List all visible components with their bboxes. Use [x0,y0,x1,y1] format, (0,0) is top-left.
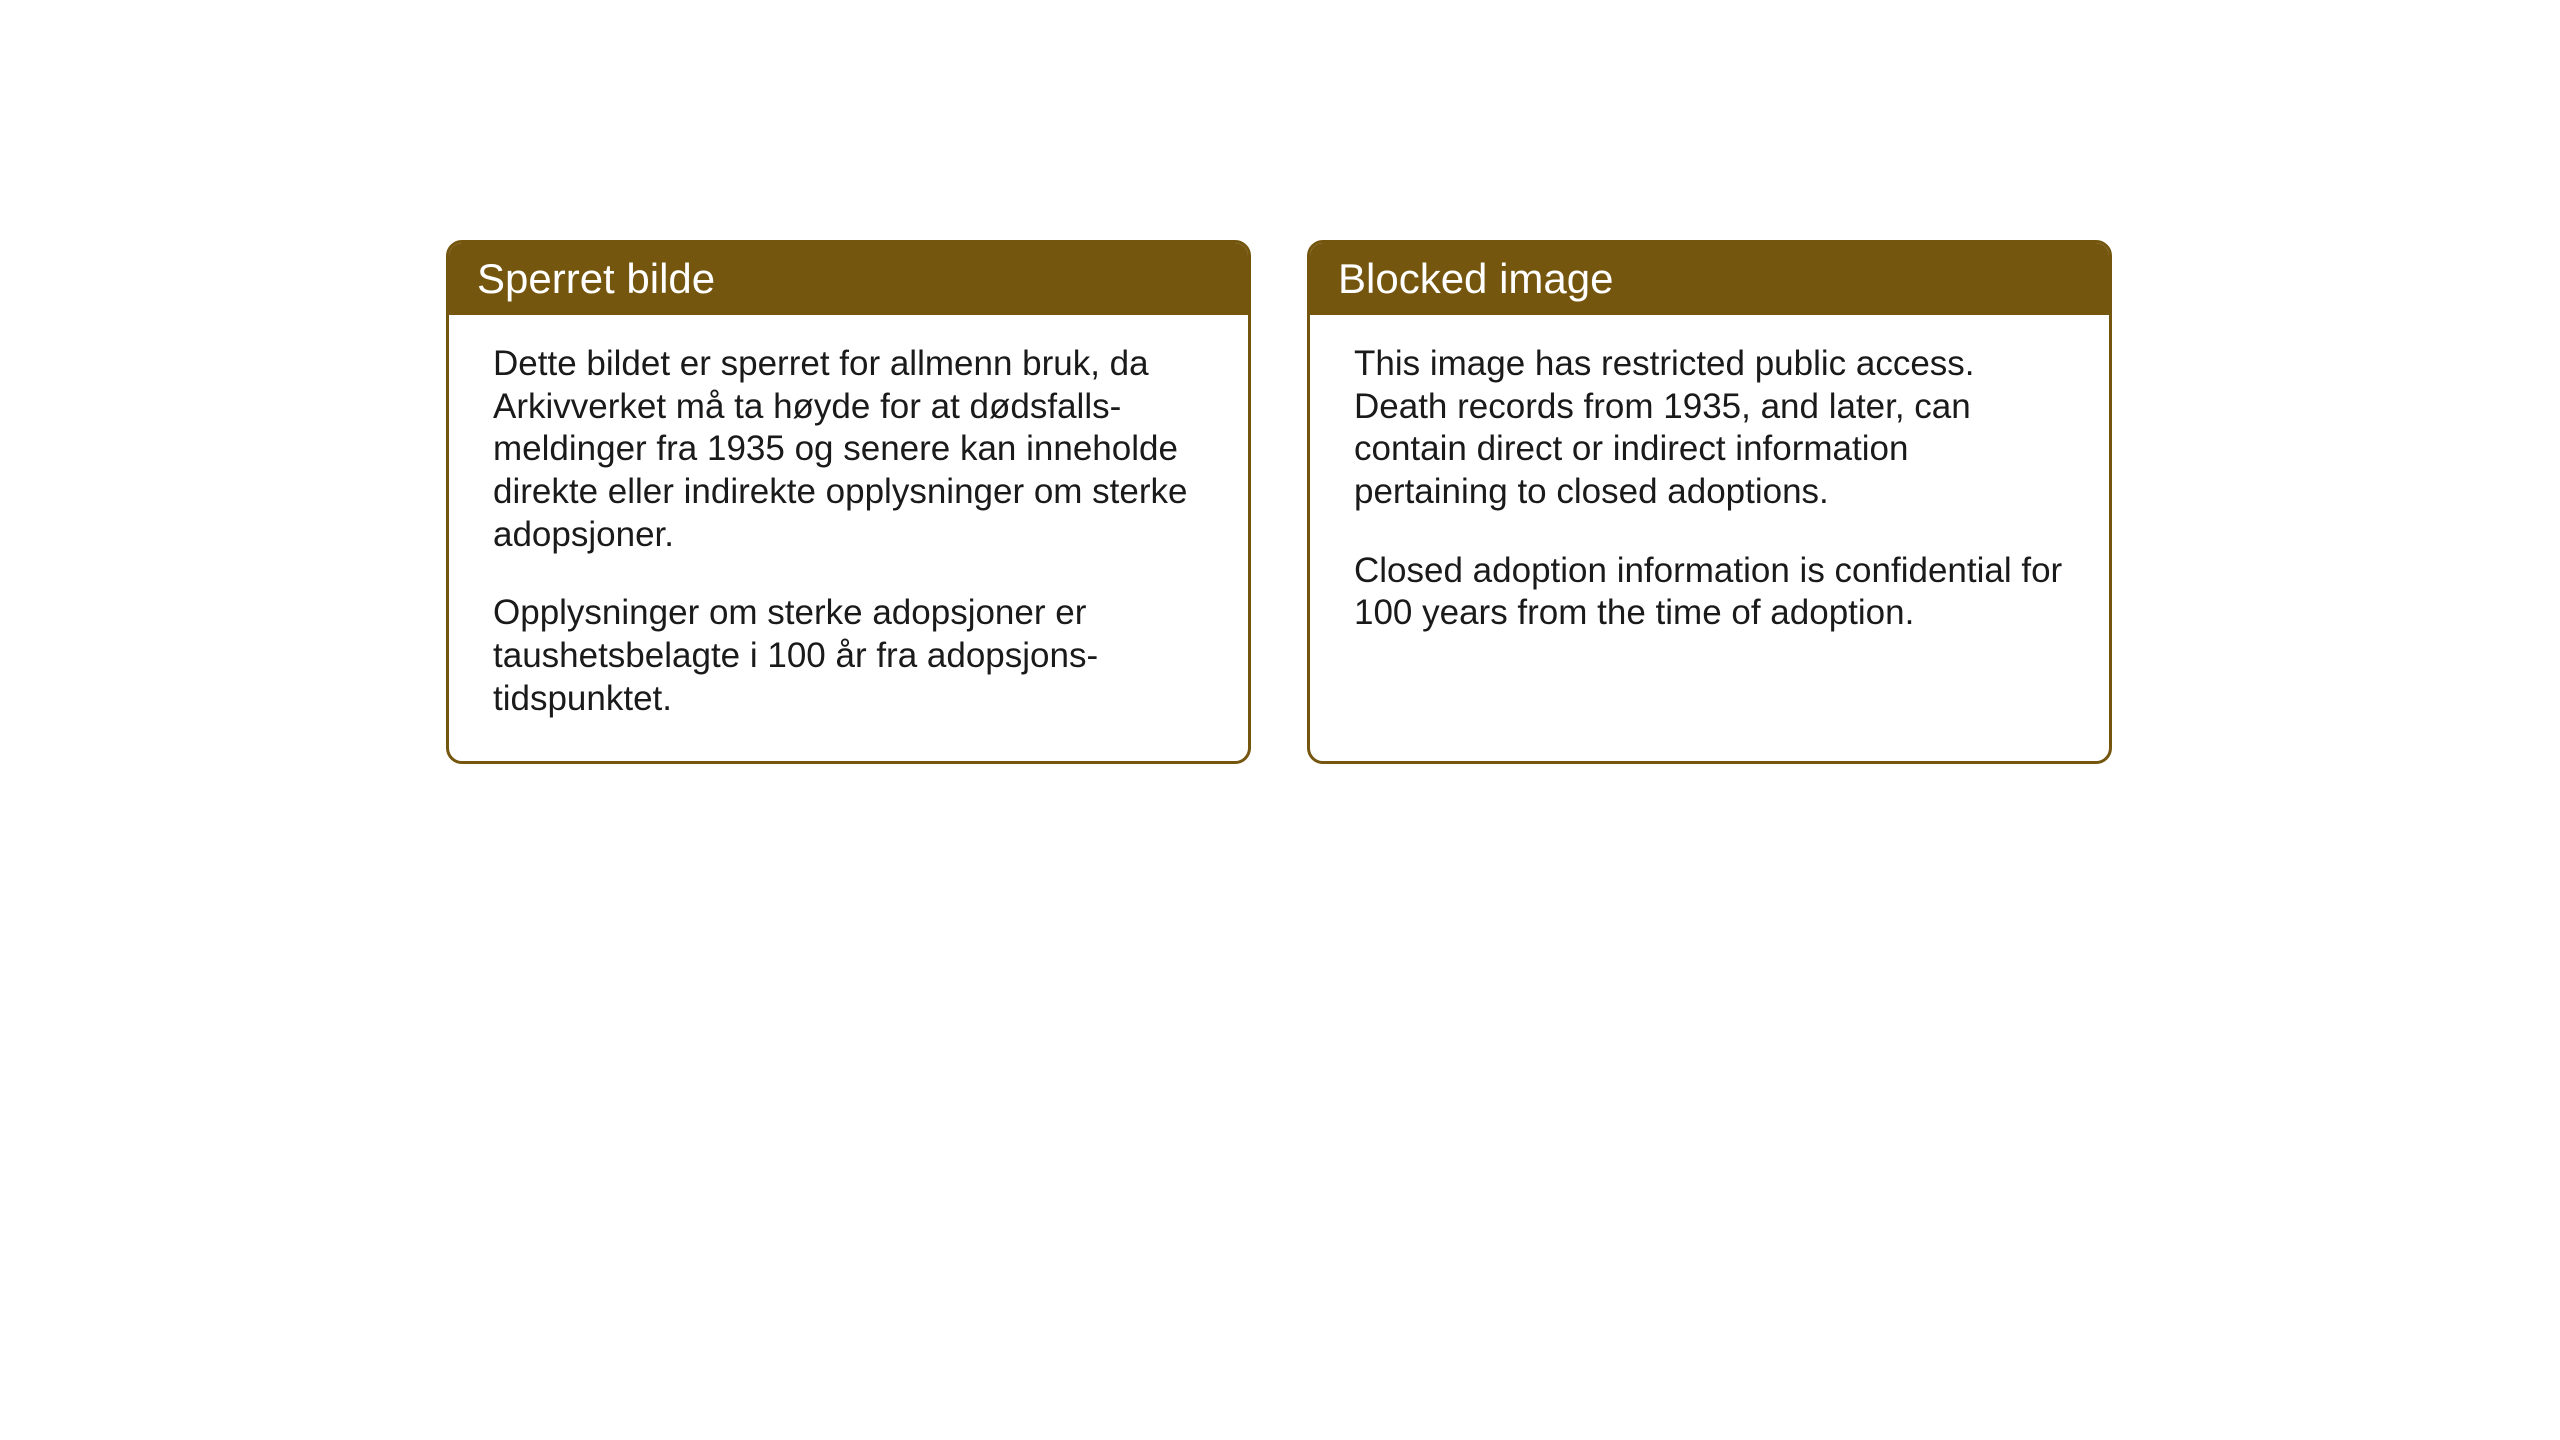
card-body-english: This image has restricted public access.… [1310,315,2109,729]
card-body-norwegian: Dette bildet er sperret for allmenn bruk… [449,315,1248,761]
card-paragraph-1-english: This image has restricted public access.… [1354,343,2065,514]
card-paragraph-2-norwegian: Opplysninger om sterke adopsjoner er tau… [493,592,1204,720]
card-paragraph-1-norwegian: Dette bildet er sperret for allmenn bruk… [493,343,1204,556]
notice-container: Sperret bilde Dette bildet er sperret fo… [446,240,2112,764]
card-title-norwegian: Sperret bilde [477,255,1220,303]
notice-card-english: Blocked image This image has restricted … [1307,240,2112,764]
card-title-english: Blocked image [1338,255,2081,303]
card-header-norwegian: Sperret bilde [449,243,1248,315]
card-header-english: Blocked image [1310,243,2109,315]
card-paragraph-2-english: Closed adoption information is confident… [1354,550,2065,635]
notice-card-norwegian: Sperret bilde Dette bildet er sperret fo… [446,240,1251,764]
